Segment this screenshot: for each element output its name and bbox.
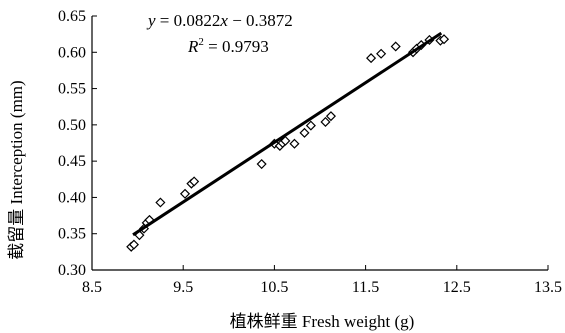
x-axis-title: 植株鲜重 Fresh weight (g) xyxy=(230,312,415,331)
equation-annotation: y = 0.0822x − 0.3872 xyxy=(146,11,293,30)
data-point xyxy=(305,120,316,131)
y-tick-label: 0.35 xyxy=(58,226,86,243)
y-tick-label: 0.55 xyxy=(58,81,86,98)
y-tick-label: 0.50 xyxy=(58,117,86,134)
r2-var: R xyxy=(187,37,199,56)
equation-x-var: x xyxy=(219,11,228,30)
data-point xyxy=(299,127,310,138)
y-tick-label: 0.65 xyxy=(58,8,86,25)
x-tick-label: 9.5 xyxy=(173,279,193,296)
x-tick-label: 13.5 xyxy=(534,279,562,296)
data-point xyxy=(320,116,331,128)
data-point xyxy=(289,138,300,149)
data-points xyxy=(126,34,450,252)
data-point xyxy=(390,41,401,52)
y-tick-label: 0.60 xyxy=(58,44,86,61)
y-axis-title: 截留量 Interception (mm) xyxy=(7,80,26,259)
data-point xyxy=(366,53,377,64)
x-tick-label: 11.5 xyxy=(352,279,379,296)
x-tick-label: 12.5 xyxy=(443,279,471,296)
ticks: 8.5 9.5 10.5 11.5 12.5 13.5 0.30 0.35 0.40 0.45 0.… xyxy=(58,8,562,296)
trendline xyxy=(132,31,443,237)
data-point xyxy=(128,239,140,250)
x-tick-label: 10.5 xyxy=(260,279,288,296)
data-point xyxy=(280,135,291,146)
data-point xyxy=(155,197,166,208)
data-point xyxy=(325,111,336,122)
y-tick-label: 0.45 xyxy=(58,153,86,170)
y-tick-label: 0.40 xyxy=(58,189,86,206)
y-tick-label: 0.30 xyxy=(58,262,86,279)
x-tick-label: 8.5 xyxy=(82,279,102,296)
equation-rest: − 0.3872 xyxy=(228,11,293,30)
axes xyxy=(91,16,548,271)
trendline-group xyxy=(132,31,443,237)
equation-mid: = 0.0822 xyxy=(156,11,221,30)
data-point xyxy=(376,48,387,59)
r2-annotation: R2 = 0.9793 xyxy=(187,36,269,56)
equation-y-var: y xyxy=(146,11,156,30)
data-point xyxy=(179,188,191,199)
r2-sup: 2 xyxy=(198,36,204,48)
data-point xyxy=(189,176,200,187)
data-point xyxy=(438,34,450,45)
data-point xyxy=(256,158,267,170)
r2-value: = 0.9793 xyxy=(204,37,269,56)
